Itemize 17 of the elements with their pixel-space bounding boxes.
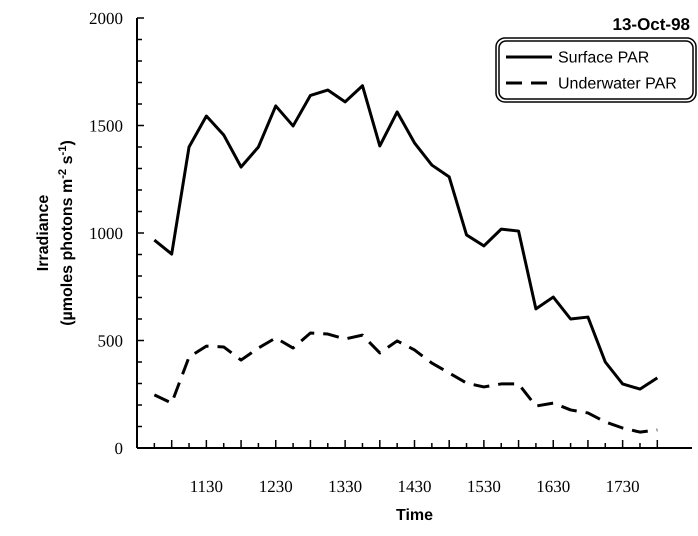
x-axis-title: Time xyxy=(396,507,434,524)
y-tick-label: 500 xyxy=(98,331,123,350)
line-series xyxy=(152,331,659,434)
legend-label: Surface PAR xyxy=(558,50,650,67)
x-tick-label: 1330 xyxy=(328,477,362,496)
x-tick-label: 1230 xyxy=(258,477,293,496)
chart-title: 13-Oct-98 xyxy=(612,15,690,34)
legend-label: Underwater PAR xyxy=(558,76,677,93)
x-tick-label: 1730 xyxy=(606,477,640,496)
y-tick-label: 2000 xyxy=(89,8,123,28)
y-tick-label: 1000 xyxy=(89,224,123,243)
y-tick-label: 0 xyxy=(114,438,123,458)
x-tick-label: 1630 xyxy=(536,477,570,496)
x-tick-label: 1530 xyxy=(466,477,501,496)
x-tick-label: 1130 xyxy=(190,477,224,496)
x-tick-label: 1430 xyxy=(398,477,432,496)
y-tick-label: 1500 xyxy=(89,116,123,136)
